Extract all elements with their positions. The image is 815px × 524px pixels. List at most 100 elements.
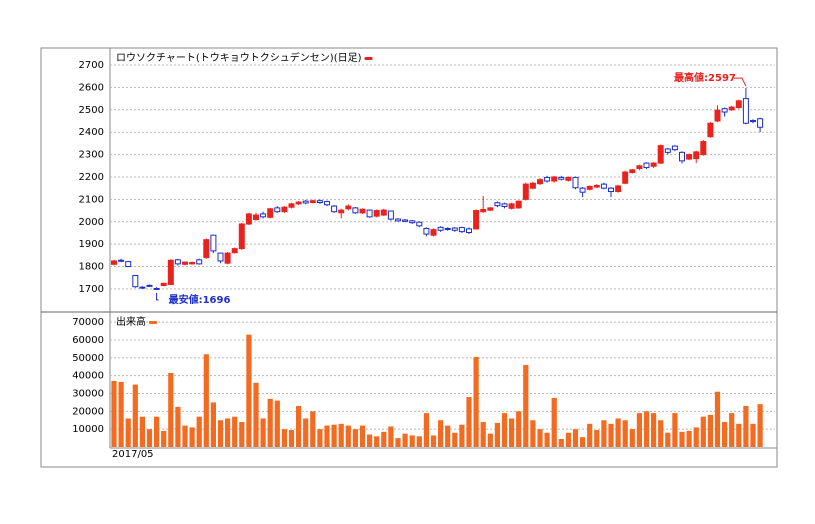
volume-bar bbox=[196, 416, 202, 447]
candle-body bbox=[437, 226, 444, 231]
candle-body bbox=[324, 201, 330, 206]
candle-body bbox=[501, 203, 508, 208]
y-tick-label: 1800 bbox=[79, 262, 104, 273]
volume-bar bbox=[438, 420, 444, 447]
volume-bar bbox=[679, 431, 685, 447]
volume-bar bbox=[700, 416, 706, 447]
volume-bar bbox=[743, 405, 749, 447]
volume-bar bbox=[367, 434, 373, 447]
y-tick-label: 2300 bbox=[79, 150, 104, 161]
candle-body bbox=[196, 259, 203, 265]
candle-body bbox=[480, 208, 487, 213]
volume-bar bbox=[608, 423, 614, 447]
candle-body bbox=[189, 262, 196, 265]
volume-bar bbox=[182, 425, 188, 447]
candle-body bbox=[309, 200, 316, 204]
volume-bar bbox=[572, 429, 579, 447]
volume-bar bbox=[466, 397, 472, 447]
y-tick-label: 2000 bbox=[79, 217, 104, 228]
candle-body bbox=[253, 214, 259, 221]
candle-body bbox=[281, 206, 288, 213]
volume-bar bbox=[246, 334, 252, 447]
volume-bar bbox=[622, 420, 628, 447]
candle-body bbox=[387, 210, 394, 220]
volume-bar bbox=[303, 418, 309, 447]
candle-body bbox=[380, 209, 387, 216]
volume-bar bbox=[615, 418, 621, 447]
volume-bar bbox=[210, 402, 216, 447]
candle-body bbox=[295, 201, 302, 205]
volume-bar bbox=[473, 356, 479, 447]
candle-body bbox=[203, 239, 210, 259]
candle-body bbox=[231, 248, 238, 254]
volume-bar bbox=[757, 404, 763, 447]
annotation: 最安値:1696 bbox=[169, 293, 231, 306]
volume-bar bbox=[225, 418, 231, 447]
candle-body bbox=[160, 282, 167, 287]
candle-body bbox=[700, 141, 707, 156]
panel-title: 出来高 bbox=[116, 315, 146, 328]
volume-bar bbox=[288, 430, 295, 447]
volume-bar bbox=[416, 436, 422, 447]
volume-bar bbox=[189, 427, 195, 447]
candle-body bbox=[302, 200, 309, 204]
volume-bar bbox=[658, 420, 664, 447]
panel-title: ロウソクチャート(トウキョウトクシュデンセン)(日足) bbox=[116, 51, 362, 64]
volume-bar bbox=[132, 384, 138, 447]
candle-body bbox=[714, 109, 721, 122]
volume-bar bbox=[693, 427, 699, 447]
y-tick-label: 50000 bbox=[72, 353, 104, 364]
volume-bar bbox=[154, 416, 160, 447]
volume-bar bbox=[402, 433, 408, 447]
candle-body bbox=[366, 209, 373, 218]
volume-bar bbox=[530, 420, 536, 447]
candle-body bbox=[274, 207, 281, 213]
volume-bar bbox=[125, 418, 131, 447]
volume-bar bbox=[168, 372, 174, 447]
candle-body bbox=[409, 220, 416, 224]
candle-body bbox=[551, 176, 558, 182]
volume-bar bbox=[359, 425, 366, 447]
y-tick-label: 70000 bbox=[72, 317, 104, 328]
candle-body bbox=[224, 252, 231, 264]
volume-bar bbox=[175, 406, 181, 447]
candle-body bbox=[416, 221, 423, 227]
candle-body bbox=[338, 209, 345, 214]
candle-body bbox=[721, 108, 728, 113]
annotation-arrow bbox=[156, 292, 159, 301]
candle-body bbox=[174, 259, 181, 265]
candle-body bbox=[650, 162, 657, 167]
y-tick-label: 2100 bbox=[79, 194, 104, 205]
volume-bar bbox=[686, 430, 692, 447]
candle-body bbox=[558, 176, 565, 180]
volume-bar bbox=[544, 432, 550, 447]
candle-body bbox=[118, 259, 125, 262]
volume-bar bbox=[239, 422, 245, 447]
volume-bar bbox=[736, 423, 742, 447]
legend-swatch bbox=[364, 57, 373, 60]
volume-bar bbox=[487, 433, 493, 447]
legend-swatch bbox=[149, 321, 157, 324]
candle-body bbox=[707, 122, 714, 138]
volume-bar bbox=[665, 432, 671, 447]
candle-body bbox=[473, 210, 480, 230]
volume-bar bbox=[580, 437, 586, 447]
candle-body bbox=[359, 208, 366, 214]
volume-bar bbox=[452, 432, 458, 447]
volume-bar bbox=[324, 425, 330, 447]
volume-bar bbox=[672, 413, 678, 447]
y-tick-label: 2400 bbox=[79, 127, 104, 138]
candle-body bbox=[458, 227, 465, 233]
candle-body bbox=[260, 213, 267, 218]
candle-body bbox=[593, 184, 600, 188]
candle-body bbox=[664, 148, 671, 153]
volume-bar bbox=[594, 430, 600, 447]
candle-body bbox=[522, 183, 529, 200]
y-tick-label: 1700 bbox=[79, 284, 104, 295]
candle-body bbox=[423, 227, 430, 235]
volume-bar bbox=[203, 354, 209, 447]
candle-body bbox=[757, 118, 764, 128]
candle-body bbox=[615, 185, 622, 193]
candle-body bbox=[671, 145, 678, 151]
candle-body bbox=[579, 187, 586, 193]
